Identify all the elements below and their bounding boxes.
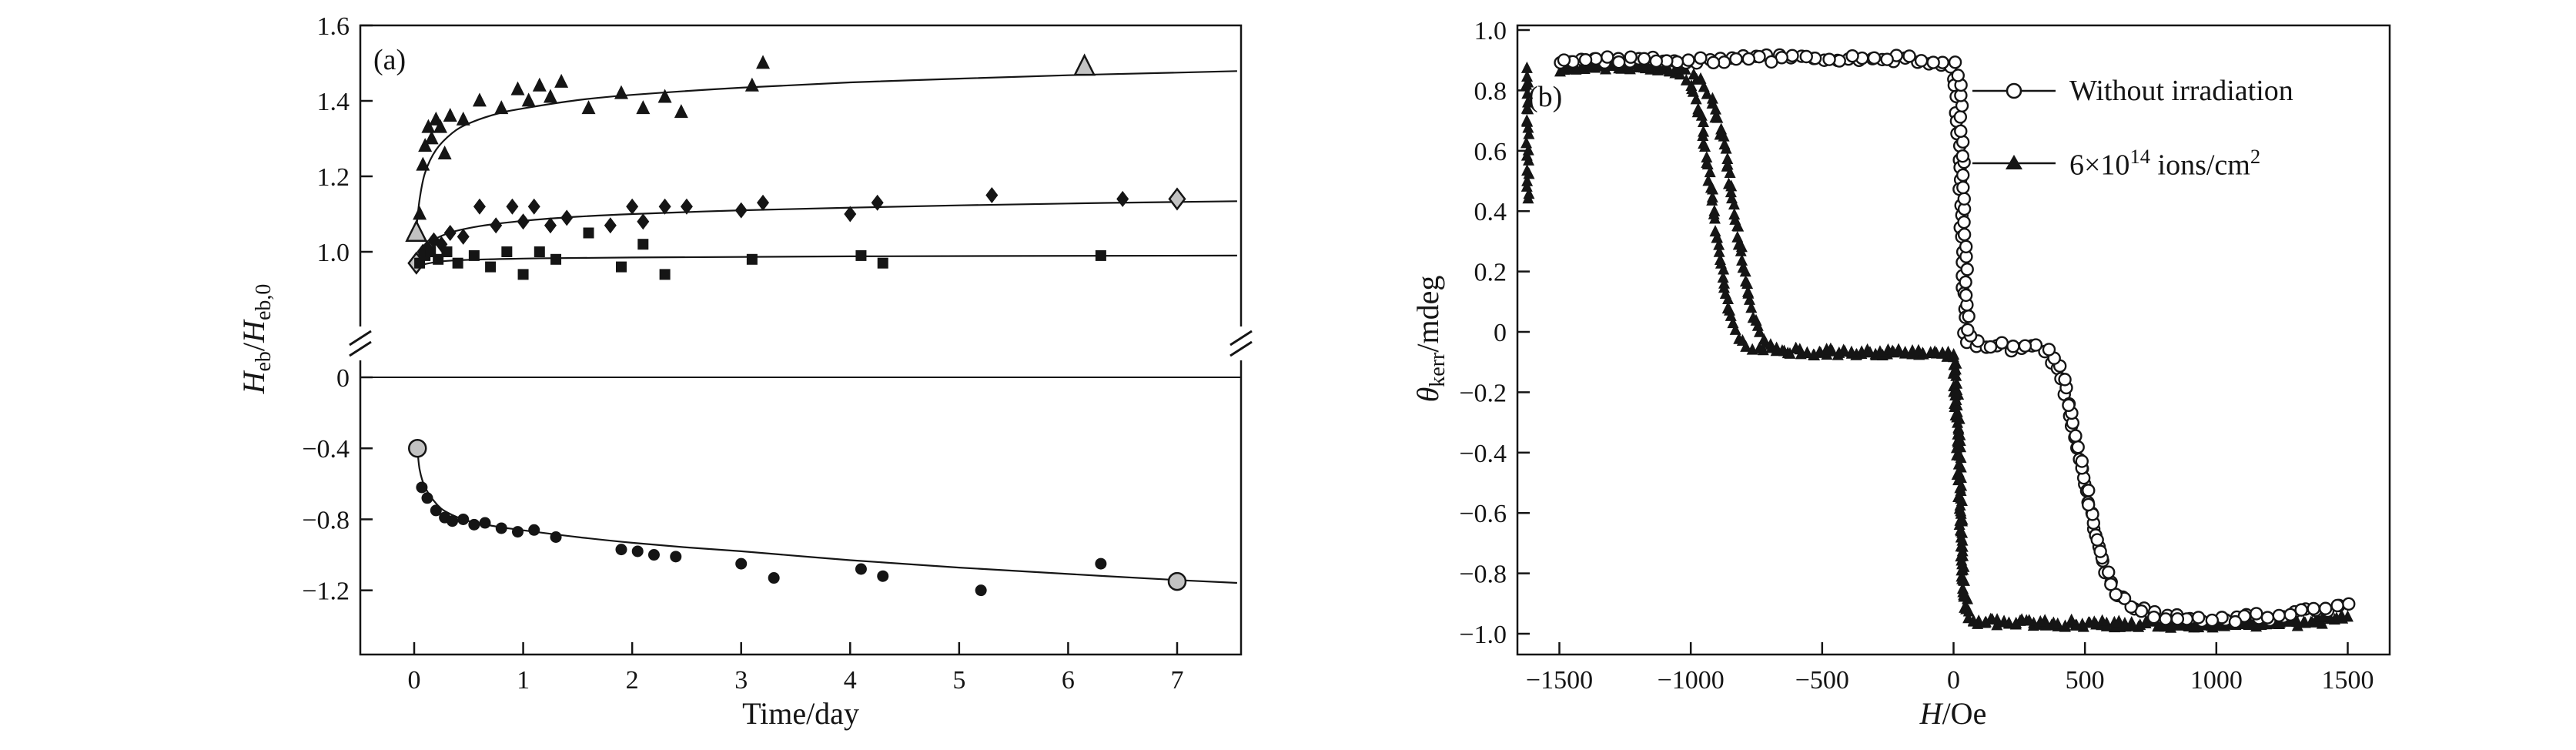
- x-tick-label: −1500: [1526, 666, 1593, 695]
- x-tick-label: 0: [1947, 666, 1960, 695]
- y-tick-label: 1.4: [317, 88, 350, 116]
- x-tick-label: −1000: [1658, 666, 1725, 695]
- series-diamonds: [407, 187, 1237, 275]
- panel-b-xaxis-title: H/Oe: [1919, 696, 1987, 731]
- series-without-irradiation: [1554, 48, 2356, 629]
- y-tick-label: −0.8: [302, 506, 350, 534]
- panel-a-frame: [359, 24, 1243, 656]
- x-tick-label: 500: [2066, 666, 2105, 695]
- axis-break-gap: [1233, 326, 1249, 360]
- legend-marker-triangle-filled-icon: [1972, 155, 2056, 169]
- fit-curve-circles: [417, 448, 1237, 584]
- legend-label-irradiated: 6×1014 ions/cm2: [2069, 144, 2261, 182]
- x-tick-label: −500: [1795, 666, 1849, 695]
- y-tick-label: 0.6: [1474, 138, 1507, 166]
- fit-curve-triangles-up: [415, 70, 1237, 229]
- axis-break-gap: [353, 326, 368, 360]
- axis-break-icon: [1229, 330, 1253, 347]
- axis-break-icon: [349, 340, 372, 357]
- y-tick-label: 0: [1494, 319, 1507, 347]
- y-tick-label: −0.4: [1459, 440, 1507, 468]
- x-tick-label: 7: [1170, 666, 1183, 695]
- fit-curve-diamonds: [415, 200, 1237, 262]
- y-tick-label: 1.0: [317, 239, 350, 267]
- y-tick-label: −0.2: [1459, 379, 1507, 407]
- y-tick-label: 0: [336, 364, 350, 393]
- y-tick-label: 1.6: [317, 12, 350, 41]
- legend-marker-circle-open-icon: [1972, 82, 2056, 99]
- x-tick-label: 1000: [2190, 666, 2243, 695]
- panel-b-axes: −1500 −1000 −500 0 500 1000 1500 1.0 0.8 0.6 0.4 0.…: [1459, 17, 2374, 695]
- y-tick-label: 1.2: [317, 163, 350, 192]
- legend-item-irradiated: 6×1014 ions/cm2: [1971, 143, 2293, 183]
- y-tick-label: 1.0: [1474, 17, 1507, 45]
- y-tick-label: −1.2: [302, 578, 350, 606]
- panel-b: −1500 −1000 −500 0 500 1000 1500 1.0 0.8 0.6 0.4 0.…: [1459, 17, 2391, 695]
- series-squares: [414, 227, 1237, 280]
- panel-b-yaxis-title: θkerr/mdeg: [1410, 275, 1450, 403]
- panel-a: 0 1 2 3 4 5 6 7 1.6 1.4 1.2 1.0 0 −0.4 −0.8 −1.2: [302, 12, 1253, 695]
- y-tick-label: 0.2: [1474, 259, 1507, 287]
- y-tick-label: −1.0: [1459, 621, 1507, 649]
- x-tick-label: 4: [844, 666, 857, 695]
- legend: Without irradiation 6×1014 ions/cm2: [1971, 71, 2293, 216]
- series-triangles-up: [405, 53, 1237, 242]
- axis-break-icon: [1229, 340, 1253, 357]
- x-tick-label: 6: [1062, 666, 1075, 695]
- x-tick-label: 1: [517, 666, 530, 695]
- x-tick-label: 5: [952, 666, 965, 695]
- axis-break-icon: [349, 330, 372, 347]
- series-circles: [407, 438, 1237, 597]
- legend-item-without-irradiation: Without irradiation: [1971, 71, 2293, 111]
- x-tick-label: 0: [408, 666, 421, 695]
- panel-a-tag: (a): [373, 44, 406, 76]
- legend-label-without-irradiation: Without irradiation: [2069, 75, 2293, 107]
- x-tick-label: 1500: [2321, 666, 2374, 695]
- panel-a-axes: 0 1 2 3 4 5 6 7 1.6 1.4 1.2 1.0 0 −0.4 −0.8 −1.2: [302, 12, 1183, 695]
- y-tick-label: 0.8: [1474, 77, 1507, 105]
- y-tick-label: −0.4: [302, 435, 350, 464]
- panel-b-tag: (b): [1528, 81, 1563, 113]
- panel-a-yaxis-title: Heb/Heb,0: [236, 283, 276, 394]
- y-tick-label: 0.4: [1474, 198, 1507, 226]
- panel-a-xaxis-title: Time/day: [742, 696, 859, 731]
- x-tick-label: 2: [626, 666, 639, 695]
- x-tick-label: 3: [734, 666, 748, 695]
- y-tick-label: −0.6: [1459, 500, 1507, 528]
- y-tick-label: −0.8: [1459, 561, 1507, 589]
